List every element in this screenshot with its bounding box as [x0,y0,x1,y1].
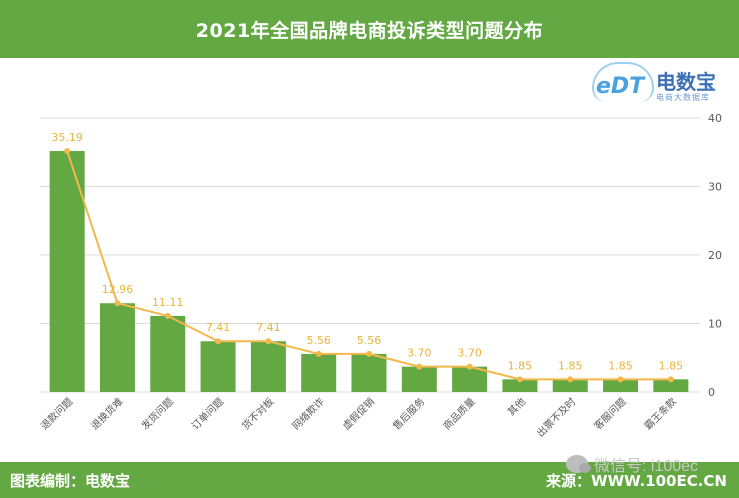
data-label: 5.56 [306,334,331,347]
data-label: 1.85 [608,359,633,372]
wechat-watermark: 微信号: i100ec [566,452,698,476]
data-label: 3.70 [407,347,432,360]
footer-bar: 图表编制：电数宝 来源：WWW.100EC.CN [0,462,739,498]
bar [200,341,236,392]
line-point [516,376,523,383]
line-point [164,312,171,319]
data-label: 1.85 [558,359,583,372]
category-label: 虚假促销 [340,395,377,432]
category-label: 霸王条款 [641,395,678,432]
bar [99,303,135,392]
category-label: 网络欺诈 [289,395,326,432]
bar-line-chart: 0 10 20 30 40 退款问题 退换货难 发货问题 订单问题 货不对板 网络欺诈 虚假促销 售后服… [38,112,722,440]
category-label: 售后服务 [390,395,427,432]
data-label: 1.85 [659,359,684,372]
category-label: 出票不及时 [534,395,579,440]
category-label: 其他 [505,395,528,418]
data-label: 7.41 [206,321,231,334]
watermark-text: 微信号: i100ec [594,458,699,475]
line-point [265,338,272,345]
category-label: 发货问题 [138,395,175,432]
line-point [416,363,423,370]
line-point [617,376,624,383]
chart-title: 2021年全国品牌电商投诉类型问题分布 [0,0,739,58]
logo-mark: eDT [596,74,645,99]
bar [401,366,437,392]
data-label: 3.70 [457,347,482,360]
line-point [567,376,574,383]
bar [452,366,488,392]
category-label: 货不对板 [239,395,276,432]
y-tick-label: 0 [708,386,715,399]
line-point [466,363,473,370]
bar [603,379,639,392]
bar [351,353,387,392]
line-point [215,338,222,345]
category-label: 退换货难 [88,395,125,432]
line-point [667,376,674,383]
bar [552,379,588,392]
category-label: 退款问题 [38,395,75,432]
footer-credit: 图表编制：电数宝 [10,472,131,490]
category-label: 客服问题 [591,395,628,432]
line-point [64,147,71,154]
wechat-icon [566,455,591,473]
data-label: 7.41 [256,321,281,334]
bar [502,379,538,392]
bar [250,341,286,392]
category-label: 订单问题 [189,395,226,432]
bar [301,353,337,392]
bar [150,315,186,392]
brand-logo: eDT 电数宝 电商大数据库 [590,62,735,110]
logo-tagline: 电商大数据库 [656,93,710,102]
y-tick-label: 40 [708,112,722,125]
bar [49,150,85,392]
bar [653,379,689,392]
data-label: 12.96 [102,283,134,296]
line-point [114,300,121,307]
y-tick-label: 20 [708,249,722,262]
y-tick-label: 30 [708,181,722,194]
data-label: 35.19 [51,131,83,144]
cloud-icon [592,62,654,102]
data-label: 11.11 [152,296,184,309]
data-label: 1.85 [508,359,533,372]
line-point [315,350,322,357]
category-label: 商品质量 [440,395,477,432]
data-label: 5.56 [357,334,382,347]
line-point [366,350,372,357]
footer-source: 来源：WWW.100EC.CN [546,472,727,490]
y-tick-label: 10 [708,318,722,331]
logo-name: 电数宝 [656,70,716,94]
